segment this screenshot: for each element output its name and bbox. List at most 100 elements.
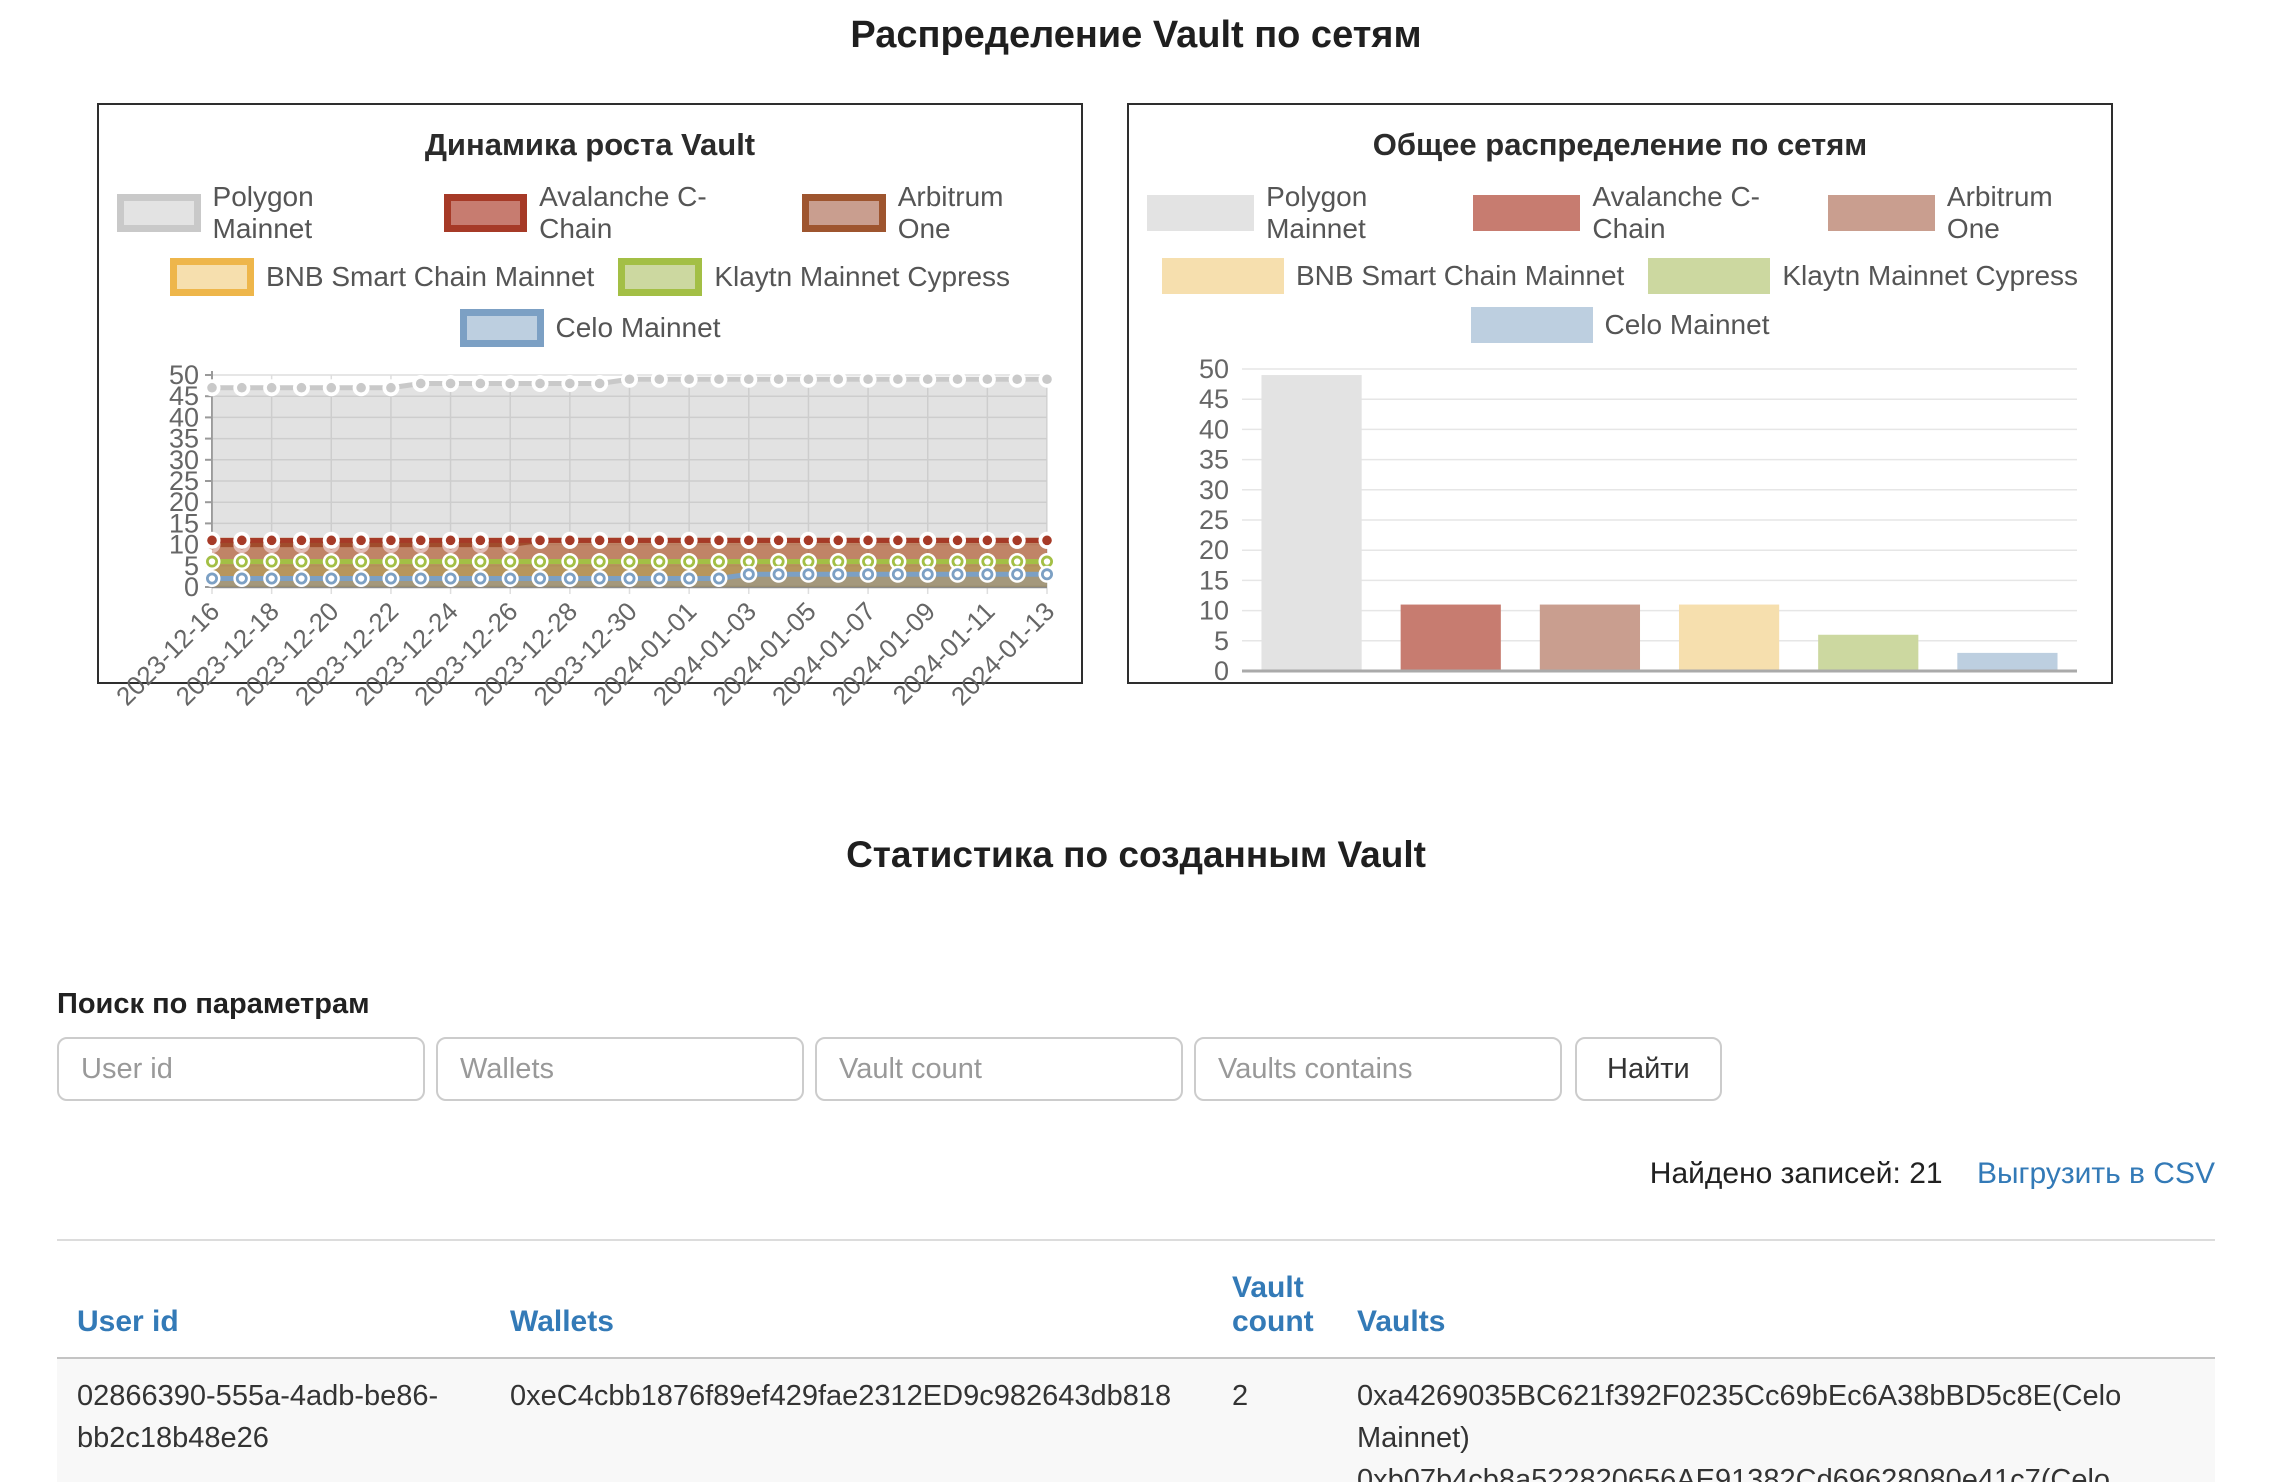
- cell-wallets: 0xeC4cbb1876f89ef429fae2312ED9c982643db8…: [510, 1380, 1172, 1412]
- legend-item-label: Arbitrum One: [897, 181, 1004, 244]
- growth-chart-title: Динамика роста Vault: [424, 127, 756, 162]
- records-found-count: 21: [1909, 1157, 1943, 1190]
- page-title: Распределение Vault по сетям: [850, 14, 1422, 56]
- growth-chart-legend: Polygon Mainnet Avalanche C-Chain Arbitrum…: [117, 181, 1063, 347]
- charts-row: Динамика роста Vault Polygon Mainnet Aval…: [97, 103, 2272, 711]
- results-line: Найдено записей: 21 Выгрузить в CSV: [57, 1157, 2215, 1191]
- legend-item-label: Arbitrum One: [1946, 181, 2053, 244]
- svg-text:15: 15: [1199, 565, 1229, 595]
- svg-text:25: 25: [1199, 505, 1229, 535]
- svg-text:20: 20: [169, 487, 199, 517]
- records-found-text: Найдено записей:: [1649, 1157, 1901, 1190]
- legend-item[interactable]: BNB Smart Chain Mainnet: [1161, 258, 1625, 294]
- legend-item-label: Avalanche C-Chain: [539, 181, 707, 244]
- sort-vaults-header[interactable]: Vaults: [1357, 1305, 1446, 1338]
- legend-item-label: Klaytn Mainnet Cypress: [1782, 260, 2079, 291]
- svg-text:5: 5: [1214, 626, 1229, 656]
- legend-swatch-icon: [618, 258, 703, 296]
- legend-item-label: BNB Smart Chain Mainnet: [1295, 260, 1625, 291]
- legend-swatch-icon: [117, 194, 201, 232]
- svg-text:35: 35: [169, 424, 199, 454]
- legend-swatch-icon: [443, 194, 528, 232]
- search-label: Поиск по параметрам: [57, 988, 370, 1020]
- search-row: Найти: [57, 1037, 2215, 1101]
- svg-text:40: 40: [169, 402, 199, 432]
- records-found-label: Найдено записей: 21: [1650, 1157, 1951, 1190]
- svg-text:40: 40: [1199, 414, 1229, 444]
- svg-text:15: 15: [169, 508, 199, 538]
- growth-chart-panel: Динамика роста Vault Polygon Mainnet Aval…: [97, 103, 1083, 711]
- sort-user-id-header[interactable]: User id: [77, 1305, 179, 1338]
- sort-vault-count-header[interactable]: Vault count: [1232, 1271, 1314, 1338]
- svg-text:50: 50: [1199, 354, 1229, 384]
- svg-text:20: 20: [1199, 535, 1229, 565]
- legend-item[interactable]: Avalanche C-Chain: [443, 181, 779, 245]
- table-top-divider: [57, 1239, 2215, 1241]
- legend-item-label: Klaytn Mainnet Cypress: [714, 261, 1011, 292]
- search-block: Поиск по параметрам Найти: [57, 988, 2215, 1101]
- legend-swatch-icon: [459, 309, 544, 347]
- vaults-table: User id Wallets Vault count Vaults 02866…: [57, 1241, 2215, 1482]
- search-button[interactable]: Найти: [1575, 1037, 1722, 1101]
- growth-line-chart: 051015202530354045502023-12-162023-12-18…: [110, 360, 1060, 711]
- svg-text:25: 25: [169, 466, 199, 496]
- vault-count-input[interactable]: [815, 1037, 1183, 1101]
- legend-item[interactable]: Celo Mainnet: [459, 309, 721, 347]
- vault-address-line: 0xb07b4cb8a522820656AE91382Cd69628080e41…: [1357, 1464, 2111, 1482]
- distribution-chart-panel: Общее распределение по сетям Polygon Mai…: [1127, 103, 2113, 686]
- legend-item-label: Polygon Mainnet: [1266, 181, 1368, 244]
- cell-user-id: 02866390-555a-4adb-be86-bb2c18b48e26: [77, 1380, 439, 1455]
- legend-row: BNB Smart Chain Mainnet Klaytn Mainnet Cy…: [1161, 258, 2078, 294]
- legend-item[interactable]: BNB Smart Chain Mainnet: [169, 258, 595, 296]
- legend-swatch-icon: [1827, 195, 1935, 231]
- legend-item[interactable]: Celo Mainnet: [1470, 307, 1770, 343]
- legend-row: Polygon Mainnet Avalanche C-Chain Arbitrum…: [117, 181, 1063, 245]
- svg-text:50: 50: [169, 360, 199, 390]
- svg-text:5: 5: [184, 551, 199, 581]
- legend-swatch-icon: [169, 258, 254, 296]
- legend-swatch-icon: [1147, 195, 1255, 231]
- legend-item-label: Celo Mainnet: [1604, 309, 1770, 340]
- svg-text:30: 30: [169, 445, 199, 475]
- cell-vaults: 0xa4269035BC621f392F0235Cc69bEc6A38bBD5c…: [1337, 1358, 2215, 1482]
- table-header-row: User id Wallets Vault count Vaults: [57, 1241, 2215, 1359]
- section-title: Статистика по созданным Vault: [846, 834, 1426, 875]
- legend-item-label: BNB Smart Chain Mainnet: [265, 261, 595, 292]
- legend-item-label: Polygon Mainnet: [212, 181, 314, 244]
- legend-item[interactable]: Arbitrum One: [802, 181, 1063, 245]
- legend-item-label: Celo Mainnet: [555, 312, 721, 343]
- svg-text:45: 45: [169, 381, 199, 411]
- table-row: 02866390-555a-4adb-be86-bb2c18b48e26 0xe…: [57, 1358, 2215, 1482]
- wallets-input[interactable]: [436, 1037, 804, 1101]
- vaults-contains-input[interactable]: [1194, 1037, 1562, 1101]
- legend-item[interactable]: Arbitrum One: [1827, 181, 2093, 245]
- legend-row: Polygon Mainnet Avalanche C-Chain Arbitrum…: [1147, 181, 2093, 245]
- legend-row: Celo Mainnet: [1470, 307, 1770, 343]
- legend-item[interactable]: Avalanche C-Chain: [1473, 181, 1804, 245]
- legend-item-label: Avalanche C-Chain: [1592, 181, 1760, 244]
- legend-item[interactable]: Polygon Mainnet: [1147, 181, 1449, 245]
- user-id-input[interactable]: [57, 1037, 425, 1101]
- legend-item[interactable]: Klaytn Mainnet Cypress: [618, 258, 1010, 296]
- distribution-chart-title: Общее распределение по сетям: [1372, 127, 1868, 162]
- svg-text:45: 45: [1199, 384, 1229, 414]
- legend-swatch-icon: [1473, 195, 1581, 231]
- svg-text:0: 0: [184, 572, 199, 602]
- legend-swatch-icon: [1470, 307, 1593, 343]
- legend-swatch-icon: [1161, 258, 1284, 294]
- export-csv-link[interactable]: Выгрузить в CSV: [1976, 1157, 2215, 1190]
- svg-text:30: 30: [1199, 475, 1229, 505]
- svg-text:35: 35: [1199, 445, 1229, 475]
- vault-address-line: 0xa4269035BC621f392F0235Cc69bEc6A38bBD5c…: [1357, 1380, 2122, 1455]
- sort-wallets-header[interactable]: Wallets: [510, 1305, 614, 1338]
- svg-text:10: 10: [169, 530, 199, 560]
- legend-row: BNB Smart Chain Mainnet Klaytn Mainnet Cy…: [169, 258, 1010, 296]
- legend-swatch-icon: [802, 194, 886, 232]
- legend-row: Celo Mainnet: [459, 309, 721, 347]
- legend-item[interactable]: Klaytn Mainnet Cypress: [1648, 258, 2078, 294]
- distribution-chart-legend: Polygon Mainnet Avalanche C-Chain Arbitrum…: [1147, 181, 2093, 343]
- cell-vault-count: 2: [1232, 1380, 1249, 1412]
- legend-item[interactable]: Polygon Mainnet: [117, 181, 420, 245]
